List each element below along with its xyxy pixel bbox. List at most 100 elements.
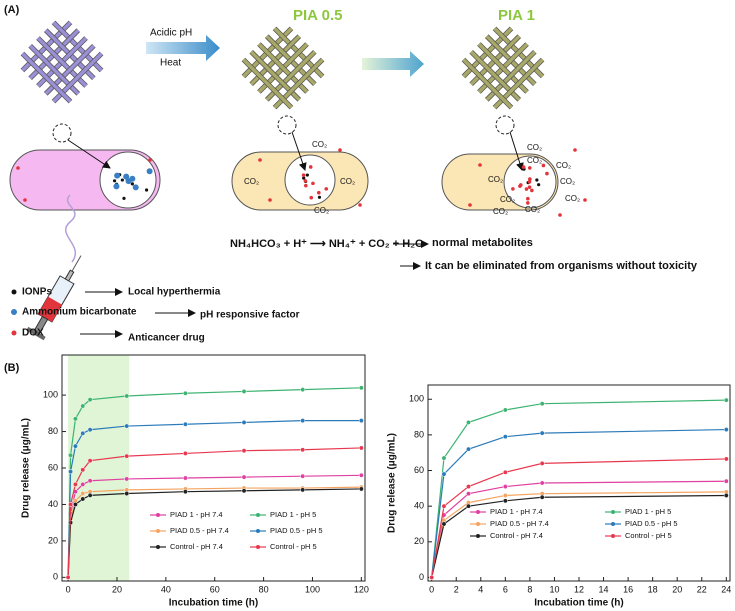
data-point	[300, 473, 306, 479]
particle-dot	[530, 188, 534, 193]
legend-name: Ammonium bicarbonate	[22, 307, 137, 318]
x-tick-label: 20	[672, 584, 682, 594]
y-tick-label: 0	[53, 572, 58, 582]
x-tick-label: 60	[210, 584, 220, 594]
legend-label: PIAD 0.5 - pH 7.4	[490, 519, 549, 528]
series-line	[67, 488, 362, 578]
data-point	[80, 491, 86, 496]
legend-swatch	[476, 534, 480, 538]
series-line	[67, 387, 362, 578]
particle-dot	[120, 178, 124, 182]
particle-dot	[358, 203, 362, 207]
data-point	[87, 458, 93, 464]
y-axis-label: Drug release (μg/mL)	[21, 418, 32, 518]
particle-dot	[525, 201, 530, 205]
particle-dot	[268, 198, 272, 202]
data-point	[502, 484, 508, 490]
data-point	[723, 427, 729, 432]
data-point	[358, 486, 364, 492]
particle-dot	[114, 172, 121, 179]
particle-dot	[527, 166, 532, 170]
x-tick-label: 6	[503, 584, 508, 594]
particle-dot	[541, 163, 546, 168]
particle-dot	[468, 203, 472, 207]
particle-dot	[535, 178, 539, 182]
y-axis-label: Drug release (μg/mL)	[387, 433, 398, 533]
data-point	[539, 480, 545, 486]
particle-dot	[478, 163, 482, 167]
series-line	[67, 447, 362, 578]
legend-label: Control - pH 7.4	[170, 542, 223, 551]
data-point	[80, 430, 86, 436]
co2-label: CO₂	[314, 206, 329, 215]
legend-swatch	[476, 522, 480, 526]
data-point	[358, 472, 364, 478]
legend-name: DOX	[22, 328, 44, 339]
co2-label: CO₂	[565, 194, 580, 203]
condition: Acidic pH	[150, 28, 192, 39]
legend-label: PIAD 1 - pH 7.4	[490, 507, 543, 516]
data-point	[466, 446, 471, 452]
particle	[284, 154, 336, 206]
data-point	[124, 476, 130, 482]
x-tick-label: 24	[721, 584, 731, 594]
x-tick-label: 80	[259, 584, 269, 594]
mesh	[461, 26, 545, 110]
particle-dot	[304, 183, 308, 188]
mesh-bar	[462, 58, 513, 109]
y-tick-label: 80	[48, 426, 58, 436]
x-tick-label: 18	[648, 584, 658, 594]
particle-dot	[545, 171, 549, 176]
legend-role: Anticancer drug	[128, 333, 205, 344]
particle-dot	[258, 158, 262, 162]
x-tick-label: 0	[66, 584, 71, 594]
particle-dot	[583, 198, 587, 202]
particle-dot	[129, 175, 136, 182]
legend-dot	[11, 330, 17, 336]
process-arrow	[362, 51, 424, 77]
particle-dot	[558, 213, 562, 217]
data-point	[80, 481, 86, 487]
data-point	[502, 469, 508, 475]
legend-dot	[11, 309, 17, 315]
particle-dot	[23, 198, 27, 202]
y-tick-label: 0	[419, 572, 424, 582]
legend-swatch	[256, 545, 260, 549]
data-point	[241, 419, 247, 425]
data-point	[124, 491, 130, 496]
data-point	[87, 492, 93, 498]
data-point	[87, 478, 93, 484]
mesh-bar	[21, 52, 72, 103]
data-point	[80, 403, 86, 409]
data-point	[182, 475, 188, 481]
series-line	[431, 399, 727, 578]
legend-swatch	[611, 510, 615, 514]
particles	[16, 148, 587, 217]
data-point	[358, 445, 364, 451]
x-tick-label: 4	[478, 584, 483, 594]
particle-dot	[301, 173, 306, 177]
data-point	[80, 496, 86, 502]
particle-dot	[526, 196, 530, 201]
data-point	[80, 467, 86, 473]
x-tick-label: 12	[574, 584, 584, 594]
legend-swatch	[256, 513, 260, 517]
data-point	[124, 453, 130, 459]
data-point	[300, 387, 306, 393]
y-tick-label: 40	[414, 501, 424, 511]
data-point	[441, 503, 447, 509]
data-point	[502, 498, 508, 504]
data-point	[539, 494, 545, 500]
particle-dot	[113, 183, 120, 190]
outcome: It can be eliminated from organisms with…	[425, 260, 698, 272]
particle-dot	[527, 180, 532, 184]
y-tick-label: 60	[48, 462, 58, 472]
data-point	[68, 469, 74, 475]
particle-dot	[537, 183, 541, 187]
x-tick-label: 10	[549, 584, 559, 594]
condition: Heat	[160, 58, 181, 69]
equation: NH₄HCO₃ + H⁺ ⟶ NH₄⁺ + CO₂ + H₂O	[230, 238, 424, 250]
particle-dot	[144, 188, 149, 192]
legend-label: PIAD 1 - pH 5	[270, 510, 316, 519]
x-axis-label: Incubation time (h)	[534, 598, 623, 609]
